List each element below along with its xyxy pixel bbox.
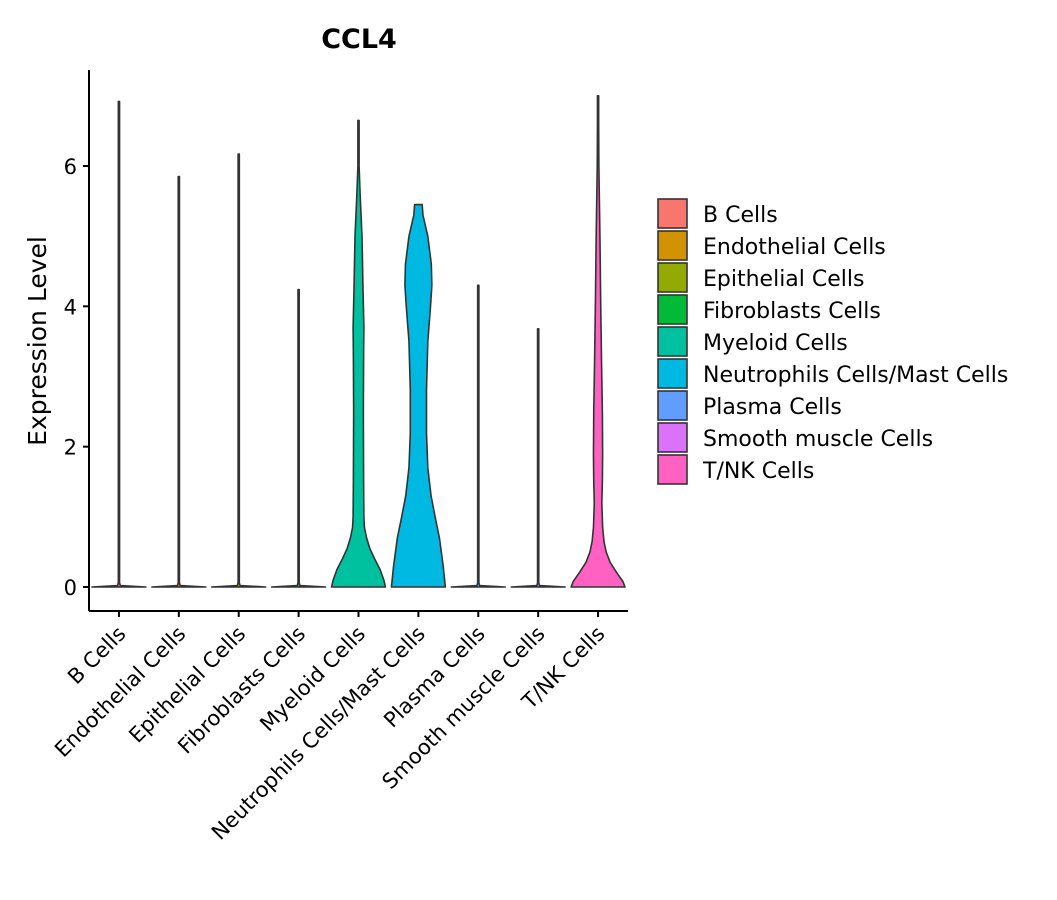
legend-label: B Cells bbox=[703, 203, 778, 228]
violin-t-nk-cells bbox=[570, 95, 626, 588]
legend-label: Neutrophils Cells/Mast Cells bbox=[703, 363, 1008, 388]
legend-item-plasma-cells: Plasma Cells bbox=[657, 390, 842, 421]
legend-label: Plasma Cells bbox=[703, 395, 842, 420]
legend-label: Smooth muscle Cells bbox=[703, 427, 933, 452]
chart-title: CCL4 bbox=[321, 24, 397, 55]
violin-neutrophils-cells-mast-cells bbox=[390, 203, 447, 588]
legend-item-smooth-muscle-cells: Smooth muscle Cells bbox=[657, 422, 933, 453]
legend-swatch bbox=[657, 294, 688, 325]
y-axis-title: Expression Level bbox=[23, 236, 52, 446]
legend-swatch bbox=[657, 326, 688, 357]
legend-swatch bbox=[657, 230, 688, 261]
legend-label: Epithelial Cells bbox=[703, 267, 864, 292]
x-tick-label: Myeloid Cells bbox=[255, 622, 370, 737]
y-tick-label: 2 bbox=[64, 436, 77, 460]
legend-swatch bbox=[657, 390, 688, 421]
legend-item-t-nk-cells: T/NK Cells bbox=[657, 454, 814, 485]
legend-swatch bbox=[657, 262, 688, 293]
violin-b-cells bbox=[91, 100, 147, 588]
violin-endothelial-cells bbox=[151, 175, 207, 588]
legend-item-endothelial-cells: Endothelial Cells bbox=[657, 230, 886, 261]
legend-swatch bbox=[657, 454, 688, 485]
y-axis: 0 2 4 6 bbox=[64, 70, 90, 611]
legend-swatch bbox=[657, 198, 688, 229]
violin-epithelial-cells bbox=[210, 153, 267, 588]
violin-smooth-muscle-cells bbox=[510, 327, 566, 588]
legend-label: Myeloid Cells bbox=[703, 331, 848, 356]
legend-swatch bbox=[657, 358, 688, 389]
legend-item-myeloid-cells: Myeloid Cells bbox=[657, 326, 848, 357]
y-tick-label: 0 bbox=[64, 576, 77, 600]
violin-plasma-cells bbox=[450, 284, 507, 588]
legend-item-b-cells: B Cells bbox=[657, 198, 778, 229]
plot-area bbox=[91, 95, 626, 588]
legend-item-neutrophils-cells-mast-cells: Neutrophils Cells/Mast Cells bbox=[657, 358, 1008, 389]
legend-item-epithelial-cells: Epithelial Cells bbox=[657, 262, 864, 293]
legend: B Cells Endothelial Cells Epithelial Cells… bbox=[657, 198, 1008, 485]
y-tick-label: 6 bbox=[64, 155, 77, 179]
legend-label: Endothelial Cells bbox=[703, 235, 886, 260]
legend-item-fibroblasts-cells: Fibroblasts Cells bbox=[657, 294, 881, 325]
y-tick-label: 4 bbox=[64, 295, 77, 319]
legend-label: T/NK Cells bbox=[702, 459, 814, 484]
violin-myeloid-cells bbox=[330, 119, 387, 588]
legend-swatch bbox=[657, 422, 688, 453]
violin-fibroblasts-cells bbox=[270, 288, 327, 588]
legend-label: Fibroblasts Cells bbox=[703, 299, 881, 324]
